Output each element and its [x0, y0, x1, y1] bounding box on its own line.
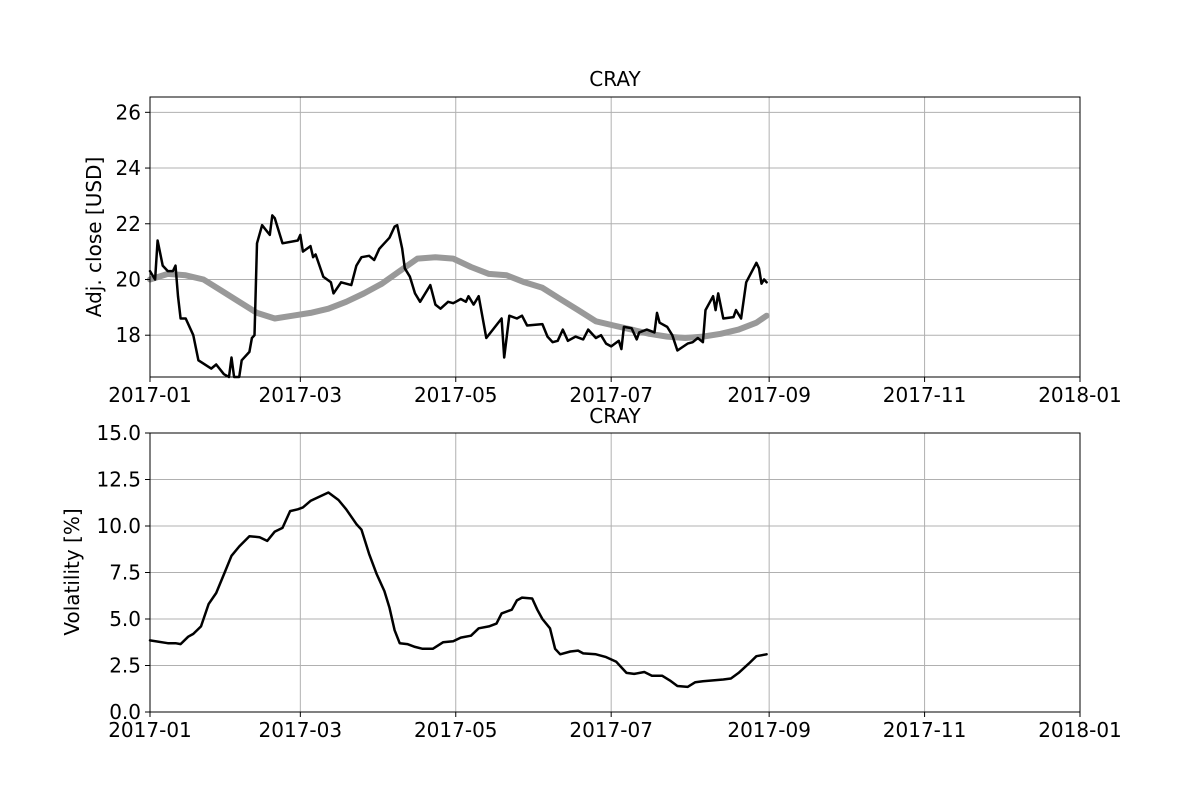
price-chart-frame [149, 96, 1081, 378]
volatility-chart-title: CRAY [589, 404, 641, 428]
volatility-y-tick-label: 12.5 [96, 468, 141, 492]
volatility-series-line-1 [148, 491, 768, 689]
volatility-x-tick-label: 2018-01 [1038, 718, 1122, 742]
price-x-tick-label: 2017-07 [569, 383, 653, 407]
price-x-tick-label: 2017-05 [414, 383, 498, 407]
volatility-y-tick-label: 5.0 [109, 607, 141, 631]
price-chart-ticks: 2017-01 2017-03 2017-05 2017-07 2017-09 2017-… [108, 100, 1122, 407]
price-y-tick-label: 18 [116, 323, 141, 347]
volatility-y-tick-label: 0.0 [109, 700, 141, 724]
volatility-y-tick-label: 2.5 [109, 654, 141, 678]
price-chart: CRAY 2017-01 2017-03 2017-05 2017-07 2017-09… [82, 67, 1122, 407]
volatility-chart-ylabel: Volatility [%] [60, 508, 84, 635]
price-y-tick-label: 22 [116, 212, 141, 236]
price-y-tick-label: 24 [116, 156, 141, 180]
price-x-tick-label: 2017-09 [727, 383, 811, 407]
price-series-line-1 [148, 214, 768, 379]
price-chart-title: CRAY [589, 67, 641, 91]
volatility-y-tick-label: 10.0 [96, 514, 141, 538]
price-chart-ylabel: Adj. close [USD] [82, 157, 106, 318]
price-chart-lines [147, 214, 770, 379]
price-x-tick-label: 2017-01 [108, 383, 192, 407]
volatility-x-tick-label: 2017-05 [414, 718, 498, 742]
price-y-tick-label: 20 [116, 267, 141, 291]
volatility-chart-lines [148, 491, 768, 689]
volatility-chart: CRAY 2017-01 2017-03 2017-05 2017-07 2017-09… [60, 404, 1122, 742]
volatility-x-tick-label: 2017-03 [259, 718, 343, 742]
volatility-x-tick-label: 2017-01 [108, 718, 192, 742]
price-x-tick-label: 2017-11 [883, 383, 967, 407]
price-x-tick-label: 2018-01 [1038, 383, 1122, 407]
volatility-x-tick-label: 2017-09 [727, 718, 811, 742]
volatility-y-tick-label: 7.5 [109, 561, 141, 585]
volatility-y-tick-label: 15.0 [96, 421, 141, 445]
price-x-tick-label: 2017-03 [259, 383, 343, 407]
volatility-x-tick-label: 2017-11 [883, 718, 967, 742]
volatility-x-tick-label: 2017-07 [569, 718, 653, 742]
volatility-chart-ticks: 2017-01 2017-03 2017-05 2017-07 2017-09 2017-… [96, 421, 1121, 742]
price-y-tick-label: 26 [116, 100, 141, 124]
